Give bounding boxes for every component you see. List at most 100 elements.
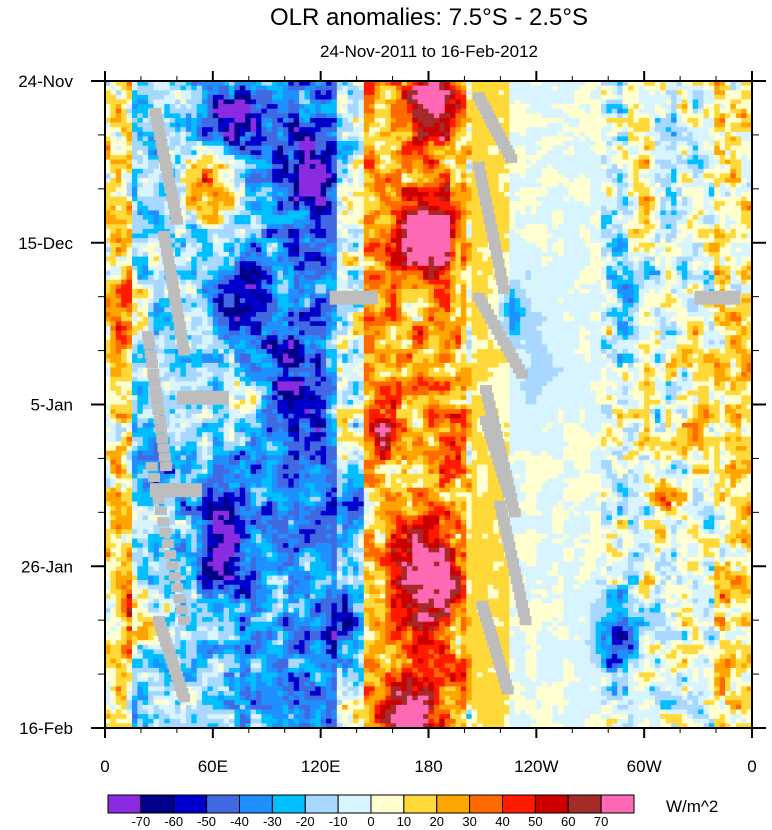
heatmap-cell	[385, 270, 392, 276]
heatmap-cell	[234, 187, 241, 193]
heatmap-cell	[137, 145, 144, 151]
heatmap-cell	[622, 224, 629, 230]
heatmap-cell	[730, 261, 737, 267]
heatmap-cell	[541, 104, 548, 110]
heatmap-cell	[126, 122, 133, 128]
heatmap-cell	[342, 256, 349, 262]
heatmap-cell	[455, 238, 462, 244]
heatmap-cell	[590, 205, 597, 211]
heatmap-cell	[471, 117, 478, 124]
heatmap-cell	[153, 150, 160, 156]
heatmap-cell	[708, 131, 715, 138]
heatmap-cell	[239, 256, 246, 262]
heatmap-cell	[681, 219, 688, 225]
heatmap-cell	[557, 104, 564, 110]
heatmap-cell	[288, 113, 295, 119]
heatmap-cell	[746, 256, 752, 262]
heatmap-cell	[379, 99, 386, 105]
heatmap-cell	[714, 196, 721, 202]
heatmap-cell	[196, 182, 203, 188]
heatmap-cell	[396, 233, 403, 239]
heatmap-cell	[282, 173, 289, 179]
heatmap-cell	[250, 224, 257, 230]
heatmap-cell	[282, 256, 289, 262]
heatmap-cell	[353, 141, 360, 147]
heatmap-cell	[487, 159, 494, 165]
heatmap-cell	[595, 164, 602, 170]
heatmap-cell	[358, 178, 365, 184]
heatmap-cell	[708, 168, 715, 175]
heatmap-cell	[719, 85, 726, 91]
heatmap-cell	[175, 159, 182, 165]
heatmap-cell	[239, 127, 246, 133]
heatmap-cell	[698, 242, 705, 248]
heatmap-cell	[687, 261, 694, 267]
heatmap-cell	[342, 173, 349, 179]
heatmap-cell	[660, 251, 667, 258]
heatmap-cell	[514, 256, 521, 262]
heatmap-cell	[708, 228, 715, 235]
heatmap-cell	[660, 228, 667, 235]
heatmap-cell	[428, 159, 435, 165]
heatmap-cell	[482, 233, 489, 239]
heatmap-cell	[309, 99, 316, 105]
heatmap-cell	[730, 94, 737, 101]
heatmap-cell	[595, 85, 602, 91]
heatmap-cell	[730, 104, 737, 110]
heatmap-cell	[272, 178, 279, 184]
heatmap-cell	[617, 145, 624, 151]
heatmap-cell	[336, 122, 343, 128]
heatmap-cell	[444, 113, 451, 119]
heatmap-cell	[627, 85, 634, 91]
heatmap-cell	[202, 210, 209, 216]
heatmap-cell	[169, 136, 176, 142]
heatmap-cell	[703, 145, 710, 151]
heatmap-cell	[530, 122, 537, 128]
heatmap-cell	[304, 154, 311, 161]
heatmap-cell	[595, 90, 602, 96]
heatmap-cell	[396, 261, 403, 267]
heatmap-cell	[304, 99, 311, 105]
heatmap-cell	[681, 131, 688, 138]
heatmap-cell	[557, 122, 564, 128]
heatmap-cell	[196, 205, 203, 211]
heatmap-cell	[212, 261, 219, 267]
heatmap-cell	[698, 141, 705, 147]
heatmap-cell	[255, 210, 262, 216]
heatmap-cell	[574, 127, 581, 133]
heatmap-cell	[633, 164, 640, 170]
heatmap-cell	[654, 159, 661, 165]
heatmap-cell	[336, 108, 343, 114]
heatmap-cell	[719, 191, 726, 198]
heatmap-cell	[741, 224, 748, 230]
heatmap-cell	[525, 228, 532, 235]
heatmap-cell	[638, 196, 645, 202]
heatmap-cell	[304, 150, 311, 156]
heatmap-cell	[320, 136, 327, 142]
heatmap-cell	[557, 219, 564, 225]
heatmap-cell	[444, 136, 451, 142]
heatmap-cell	[207, 178, 214, 184]
heatmap-cell	[503, 238, 510, 244]
heatmap-cell	[229, 159, 235, 165]
heatmap-cell	[315, 242, 322, 248]
heatmap-cell	[255, 90, 262, 96]
heatmap-cell	[137, 242, 144, 248]
heatmap-cell	[471, 233, 478, 239]
heatmap-cell	[433, 233, 440, 239]
heatmap-cell	[115, 94, 122, 101]
heatmap-cell	[218, 141, 225, 147]
heatmap-cell	[509, 228, 516, 235]
heatmap-cell	[169, 127, 176, 133]
heatmap-cell	[552, 117, 559, 124]
heatmap-cell	[455, 141, 462, 147]
heatmap-cell	[169, 131, 176, 138]
heatmap-cell	[665, 187, 672, 193]
heatmap-cell	[288, 210, 295, 216]
heatmap-cell	[299, 136, 306, 142]
heatmap-cell	[574, 219, 581, 225]
heatmap-cell	[541, 233, 548, 239]
heatmap-cell	[282, 154, 289, 161]
heatmap-cell	[406, 94, 413, 101]
heatmap-field	[105, 81, 752, 728]
